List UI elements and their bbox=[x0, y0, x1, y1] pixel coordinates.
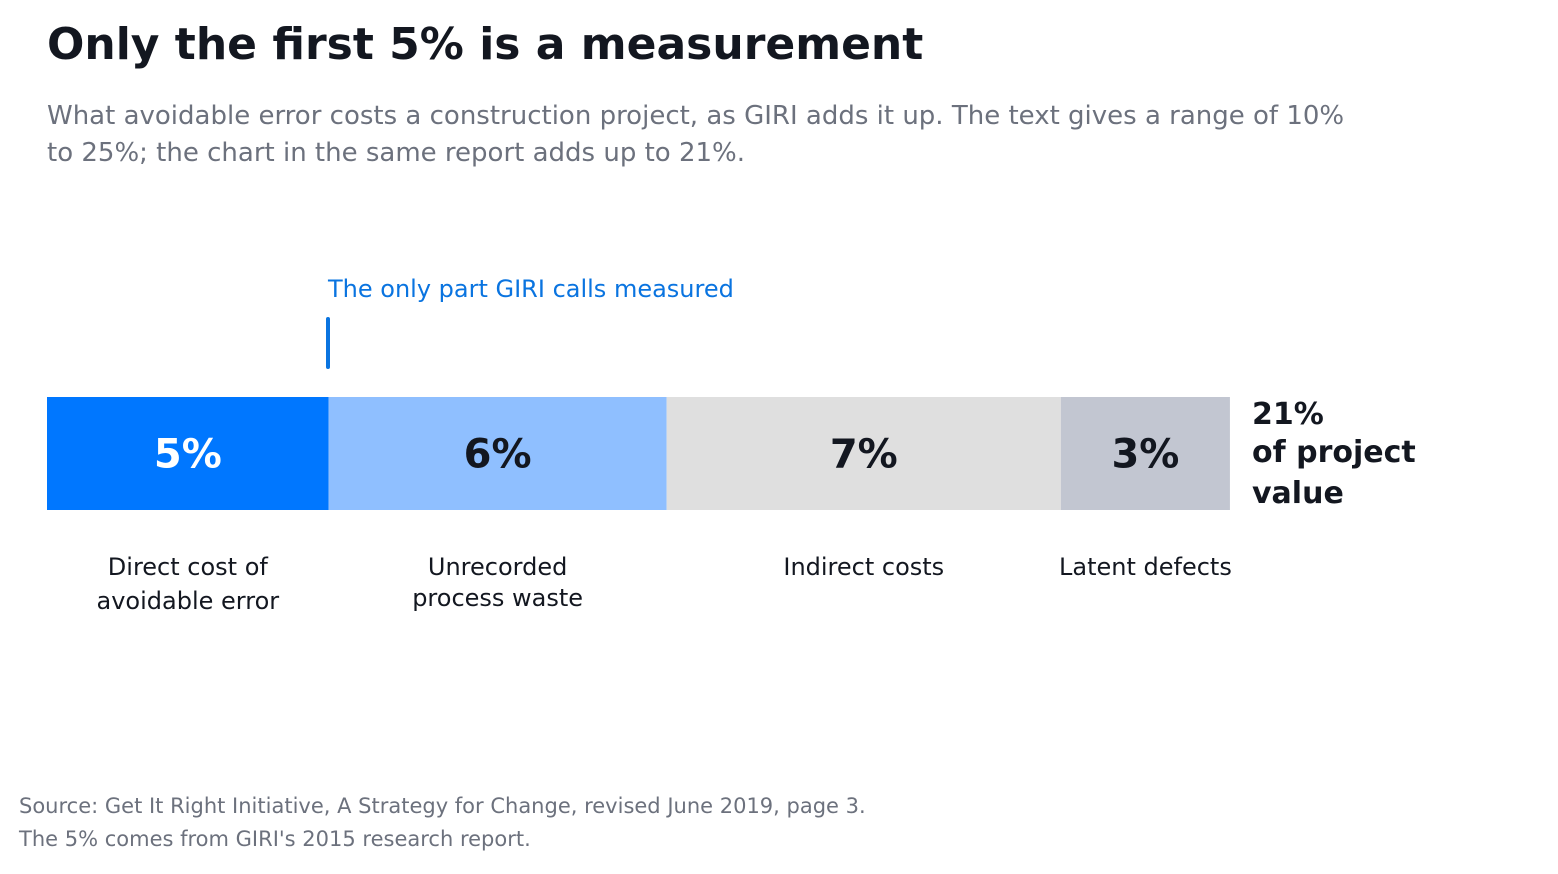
chart-title: Only the first 5% is a measurement bbox=[47, 19, 924, 70]
value-label-direct-cost-of-avoidable-error: 5% bbox=[154, 432, 222, 478]
chart-subtitle: What avoidable error costs a constructio… bbox=[47, 101, 1345, 168]
category-label-latent-defects: Latent defects bbox=[1059, 553, 1232, 581]
total-value: 21% bbox=[1252, 397, 1324, 432]
category-label-indirect-costs: Indirect costs bbox=[783, 553, 944, 581]
category-label-direct-cost-of-avoidable-error: Direct cost of avoidable error bbox=[97, 553, 280, 615]
bar-segment-indirect-costs bbox=[666, 397, 1061, 510]
total-label: 21% of project value bbox=[1252, 398, 1452, 514]
category-label-unrecorded-process-waste: Unrecorded process waste bbox=[412, 553, 583, 612]
bar-segment-unrecorded-process-waste bbox=[328, 397, 667, 510]
source-note: Source: Get It Right Initiative, A Strat… bbox=[19, 794, 866, 851]
measured-annotation-label: The only part GIRI calls measured bbox=[328, 275, 734, 303]
measured-annotation-tick bbox=[326, 317, 330, 369]
value-label-indirect-costs: 7% bbox=[830, 432, 898, 478]
bar-segment-direct-cost-of-avoidable-error bbox=[47, 397, 329, 510]
value-label-unrecorded-process-waste: 6% bbox=[464, 432, 532, 478]
value-label-latent-defects: 3% bbox=[1111, 432, 1179, 478]
total-caption: of project value bbox=[1252, 435, 1416, 511]
bar-segment-latent-defects bbox=[1060, 397, 1230, 510]
